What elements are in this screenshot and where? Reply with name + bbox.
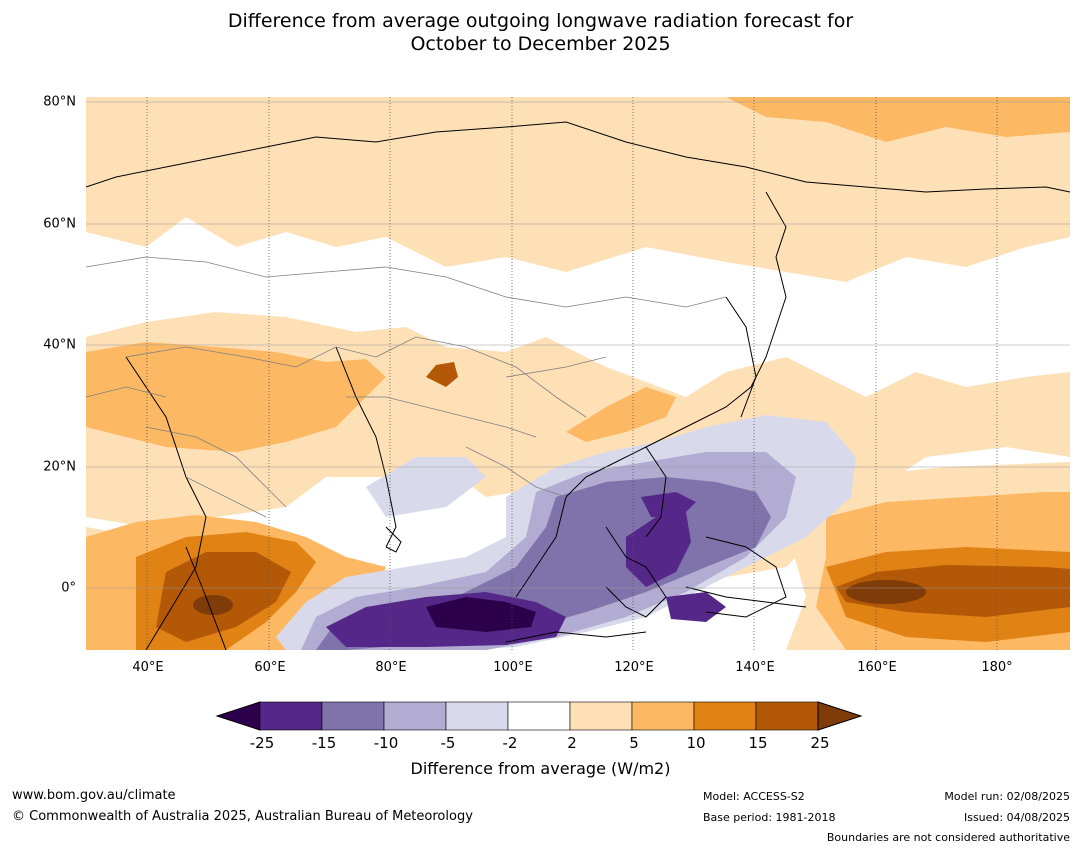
colorbar-tick-m2: -2 bbox=[502, 734, 518, 752]
coastlines bbox=[86, 121, 1070, 650]
anomaly-lt-m25 bbox=[426, 597, 536, 632]
map-svg bbox=[86, 97, 1070, 650]
bom-climate-link[interactable]: www.bom.gov.au/climate bbox=[12, 788, 176, 803]
lat-label-60n: 60°N bbox=[43, 216, 76, 232]
colorbar-tick-2: 2 bbox=[567, 734, 577, 752]
colorbar-segments bbox=[215, 701, 863, 731]
model-name: Model: ACCESS-S2 bbox=[703, 790, 805, 803]
colorbar-tick-m25: -25 bbox=[249, 734, 275, 752]
colorbar bbox=[215, 701, 863, 731]
map-title-line-2: October to December 2025 bbox=[410, 33, 671, 55]
colorbar-tick-m5: -5 bbox=[440, 734, 456, 752]
colorbar-tick-25: 25 bbox=[810, 734, 830, 752]
colorbar-tick-5: 5 bbox=[629, 734, 639, 752]
lat-label-equator: 0° bbox=[61, 580, 76, 596]
colorbar-tick-10: 10 bbox=[686, 734, 706, 752]
lon-label-80e: 80°E bbox=[375, 660, 407, 675]
map-title-line-1: Difference from average outgoing longwav… bbox=[227, 10, 854, 32]
lon-label-60e: 60°E bbox=[254, 660, 286, 675]
olr-anomaly-map bbox=[86, 97, 1070, 650]
lon-label-40e: 40°E bbox=[132, 660, 164, 675]
lon-label-160e: 160°E bbox=[857, 660, 897, 675]
lat-label-40n: 40°N bbox=[43, 337, 76, 353]
colorbar-segment bbox=[569, 701, 633, 731]
lon-label-140e: 140°E bbox=[735, 660, 775, 675]
lat-label-20n: 20°N bbox=[43, 459, 76, 475]
lon-label-180: 180° bbox=[981, 660, 1013, 675]
issued-date: Issued: 04/08/2025 bbox=[963, 811, 1070, 824]
colorbar-segment bbox=[321, 701, 385, 731]
colorbar-extend-low bbox=[215, 701, 261, 731]
meridian-lines bbox=[146, 97, 998, 650]
boundaries-disclaimer: Boundaries are not considered authoritat… bbox=[826, 831, 1070, 844]
colorbar-segment bbox=[693, 701, 757, 731]
gridlines bbox=[86, 101, 1070, 589]
colorbar-tick-15: 15 bbox=[748, 734, 768, 752]
lat-label-80n: 80°N bbox=[43, 94, 76, 110]
copyright-text: © Commonwealth of Australia 2025, Austra… bbox=[12, 809, 473, 824]
colorbar-label: Difference from average (W/m2) bbox=[410, 759, 671, 778]
colorbar-segment bbox=[259, 701, 323, 731]
colorbar-segment bbox=[445, 701, 509, 731]
anomaly-gt25 bbox=[193, 580, 926, 615]
colorbar-segment bbox=[755, 701, 819, 731]
model-run-date: Model run: 02/08/2025 bbox=[944, 790, 1070, 803]
colorbar-tick-m15: -15 bbox=[311, 734, 337, 752]
lon-label-120e: 120°E bbox=[614, 660, 654, 675]
base-period: Base period: 1981-2018 bbox=[703, 811, 836, 824]
colorbar-extend-high bbox=[817, 701, 863, 731]
country-borders bbox=[86, 256, 727, 518]
colorbar-segment bbox=[631, 701, 695, 731]
colorbar-segment bbox=[507, 701, 571, 731]
colorbar-segment bbox=[383, 701, 447, 731]
colorbar-tick-m10: -10 bbox=[373, 734, 399, 752]
lon-label-100e: 100°E bbox=[493, 660, 533, 675]
